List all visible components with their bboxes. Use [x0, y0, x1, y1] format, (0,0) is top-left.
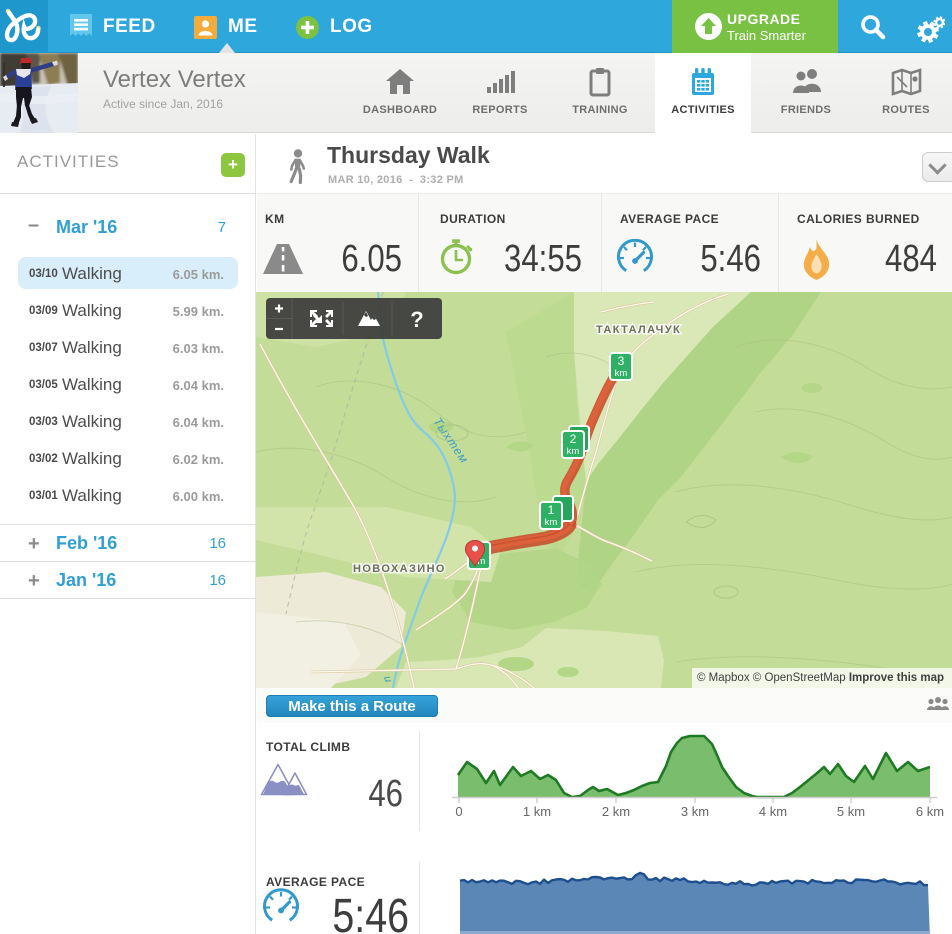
svg-text:?: ?	[410, 307, 423, 332]
svg-text:1: 1	[548, 503, 555, 517]
svg-text:km: km	[567, 446, 580, 457]
svg-text:km: km	[545, 517, 558, 528]
svg-text:ТАКТАЛАЧУК: ТАКТАЛАЧУК	[596, 324, 681, 336]
svg-text:НОВОХАЗИНО: НОВОХАЗИНО	[353, 563, 446, 575]
svg-text:НОВОХАЗИНО: НОВОХАЗИНО	[353, 563, 446, 575]
svg-text:km: km	[473, 556, 486, 567]
svg-text:и: и	[381, 675, 394, 684]
svg-text:km: km	[615, 368, 628, 379]
svg-text:3: 3	[618, 354, 625, 368]
svg-text:ТАКТАЛАЧУК: ТАКТАЛАЧУК	[596, 324, 681, 336]
svg-text:2: 2	[570, 432, 577, 446]
